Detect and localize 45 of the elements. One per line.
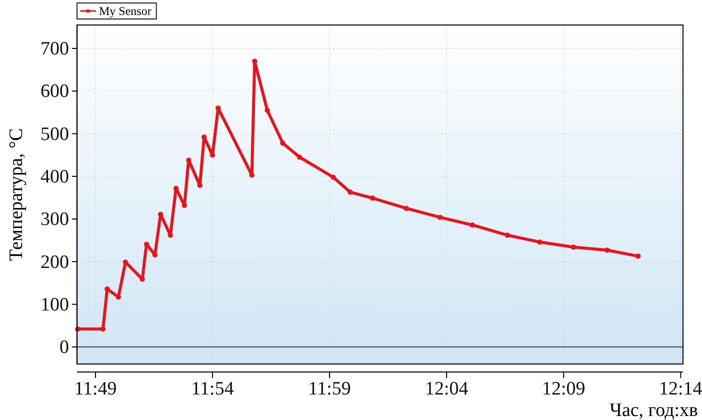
y-tick-label: 600 [40, 81, 69, 102]
y-tick-label: 500 [40, 124, 69, 145]
point [152, 252, 158, 258]
y-tick-label: 0 [60, 337, 69, 358]
point [100, 326, 106, 332]
point [604, 248, 610, 253]
x-tick-label: 12:04 [424, 378, 469, 400]
point [370, 196, 376, 201]
x-axis-title: Час, год:хв [610, 400, 698, 420]
point [252, 58, 258, 64]
point [297, 154, 302, 160]
point [202, 134, 207, 140]
point [404, 206, 409, 211]
legend-label: My Sensor [99, 4, 152, 18]
point [264, 108, 270, 113]
point [249, 172, 254, 178]
point [186, 158, 192, 163]
point [504, 232, 510, 238]
point [158, 212, 164, 217]
point [168, 232, 173, 238]
y-tick-label: 200 [40, 252, 69, 273]
point [182, 202, 188, 208]
point [140, 276, 145, 282]
point [330, 174, 336, 180]
x-tick-label: 11:59 [308, 378, 351, 400]
point [197, 182, 202, 188]
point [437, 214, 443, 220]
y-tick-label: 700 [40, 38, 69, 60]
x-tick-label: 12:09 [542, 378, 586, 400]
y-tick-label: 400 [40, 166, 69, 188]
point [144, 242, 150, 247]
x-tick-label: 12:14 [659, 378, 702, 400]
y-tick-label: 100 [40, 294, 69, 316]
point [216, 106, 221, 111]
point [570, 244, 576, 250]
y-tick-label: 300 [40, 209, 69, 230]
x-tick-label: 11:49 [74, 378, 117, 400]
point [635, 254, 641, 259]
point [173, 186, 179, 191]
point [280, 140, 286, 146]
y-axis-title: Температура, °C [6, 128, 27, 261]
point [470, 222, 475, 228]
point [537, 239, 542, 245]
x-tick-label: 11:54 [191, 378, 234, 400]
point [348, 190, 353, 195]
